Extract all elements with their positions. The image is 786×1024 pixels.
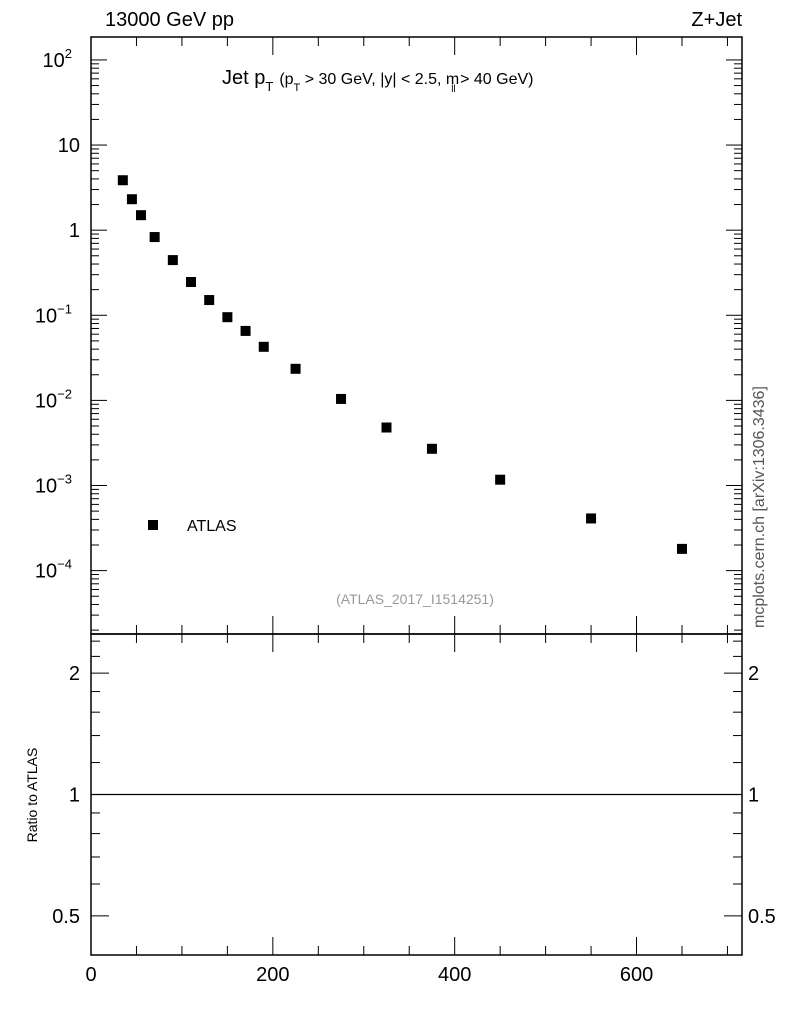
ratio-y-tick-label-right: 1 <box>748 785 759 807</box>
legend-marker-atlas <box>148 520 158 530</box>
data-point <box>240 325 251 336</box>
data-point <box>495 474 506 485</box>
x-tick-label: 0 <box>85 964 96 986</box>
y-tick-label: 10−2 <box>35 386 72 412</box>
x-tick-label: 400 <box>438 964 471 986</box>
data-point <box>336 393 347 404</box>
ratio-ylabel: Ratio to ATLAS <box>24 748 40 843</box>
ratio-y-tick-label: 0.5 <box>52 906 80 928</box>
data-point <box>167 255 178 266</box>
data-point <box>204 295 215 306</box>
data-point <box>222 312 233 323</box>
legend-label-atlas: ATLAS <box>187 518 237 535</box>
x-tick-label: 200 <box>256 964 289 986</box>
side-label: mcplots.cern.ch [arXiv:1306.3436] <box>751 386 768 628</box>
y-tick-label: 10 <box>58 135 80 157</box>
y-tick-label: 10−1 <box>35 301 72 327</box>
y-tick-label: 1 <box>69 220 80 242</box>
ratio-y-tick-label-right: 2 <box>748 663 759 685</box>
legend: ATLAS <box>148 518 237 535</box>
analysis-label: (ATLAS_2017_I1514251) <box>336 591 494 607</box>
data-point <box>117 175 128 186</box>
y-tick-label: 10−3 <box>35 472 72 498</box>
ratio-y-tick-label: 2 <box>69 663 80 685</box>
data-point <box>126 194 137 205</box>
data-point <box>290 363 301 374</box>
main-frame <box>90 36 743 635</box>
x-tick-label: 600 <box>620 964 653 986</box>
data-point <box>258 341 269 352</box>
y-tick-label: 102 <box>43 46 72 72</box>
process-label: Z+Jet <box>691 9 742 31</box>
data-point <box>426 443 437 454</box>
data-point <box>586 513 597 524</box>
data-point <box>149 232 160 243</box>
data-point <box>381 422 392 433</box>
data-point <box>186 277 197 288</box>
y-tick-label: 10−4 <box>35 557 72 583</box>
ratio-y-tick-label-right: 0.5 <box>748 906 776 928</box>
data-point <box>136 210 147 221</box>
energy-label: 13000 GeV pp <box>105 9 234 31</box>
plot-title: Jet pT (pT > 30 GeV, |y| < 2.5, m ll > 40 … <box>222 67 533 95</box>
data-point <box>676 543 687 554</box>
ratio-y-tick-label: 1 <box>69 785 80 807</box>
